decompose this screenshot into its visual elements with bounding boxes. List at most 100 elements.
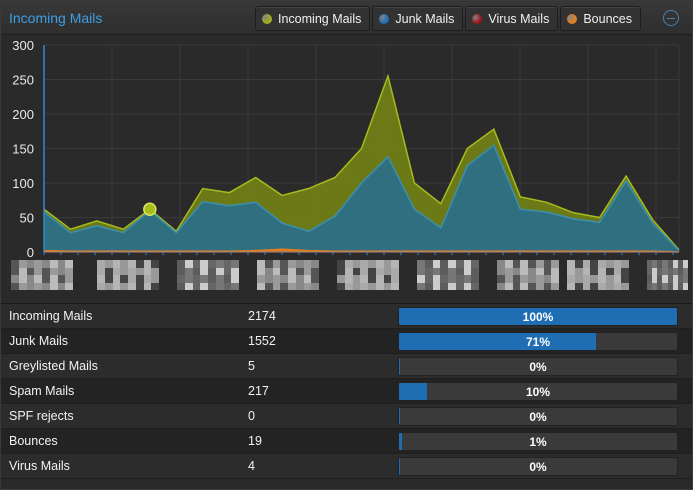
- row-label: Virus Mails: [9, 459, 70, 473]
- pixel-cell: [257, 267, 265, 275]
- pixel-cell: [677, 267, 683, 275]
- pixel-cell: [264, 282, 273, 290]
- pixel-cell: [455, 267, 464, 275]
- pixel-cell: [26, 260, 35, 268]
- pixel-cell: [192, 267, 201, 275]
- pixel-cell: [551, 282, 559, 290]
- pixel-cell: [424, 282, 433, 290]
- pixel-cell: [471, 282, 479, 290]
- legend-item-junk[interactable]: Junk Mails: [372, 6, 464, 31]
- legend-item-bounces[interactable]: Bounces: [560, 6, 641, 31]
- pixel-cell: [535, 282, 544, 290]
- pixel-cell: [440, 282, 448, 290]
- pixel-cell: [605, 275, 614, 283]
- pixel-cell: [504, 267, 513, 275]
- pixel-cell: [590, 282, 598, 290]
- collapse-icon[interactable]: [663, 10, 679, 26]
- pixel-cell: [57, 282, 66, 290]
- pixel-cell: [184, 282, 193, 290]
- pixel-cell: [432, 282, 441, 290]
- pixel-cell: [223, 260, 232, 268]
- pixel-cell: [677, 282, 683, 290]
- legend-item-virus[interactable]: Virus Mails: [465, 6, 559, 31]
- pixel-cell: [621, 275, 629, 283]
- pixel-cell: [682, 260, 688, 268]
- pixel-cell: [520, 275, 528, 283]
- pixel-cell: [463, 260, 472, 268]
- pixel-cell: [135, 260, 144, 268]
- pixel-cell: [18, 282, 27, 290]
- pixel-cell: [667, 282, 673, 290]
- pixel-cell: [574, 267, 583, 275]
- pixel-cell: [151, 260, 159, 268]
- table-row: Virus Mails 4 0%: [1, 454, 692, 479]
- pixel-cell: [440, 260, 448, 268]
- pixel-cell: [647, 267, 653, 275]
- pixel-cell: [590, 275, 598, 283]
- pixel-cell: [677, 260, 683, 268]
- pixel-cell: [128, 282, 136, 290]
- pixel-cell: [613, 267, 622, 275]
- pixel-cell: [344, 260, 353, 268]
- pixel-cell: [432, 267, 441, 275]
- pixel-cell: [128, 275, 136, 283]
- legend-item-incoming[interactable]: Incoming Mails: [255, 6, 371, 31]
- pixel-cell: [621, 282, 629, 290]
- pixel-cell: [417, 267, 425, 275]
- y-tick-label: 150: [12, 142, 34, 157]
- pixel-cell: [65, 275, 73, 283]
- progress-bar-fill: [399, 333, 597, 350]
- pixel-cell: [231, 267, 239, 275]
- pixel-cell: [215, 267, 224, 275]
- pixel-cell: [120, 260, 128, 268]
- pixel-cell: [647, 275, 653, 283]
- pixel-cell: [143, 267, 152, 275]
- pixel-cell: [288, 260, 296, 268]
- pixel-cell: [223, 282, 232, 290]
- pixel-cell: [264, 260, 273, 268]
- pixel-cell: [65, 282, 73, 290]
- progress-bar-fill: [399, 308, 677, 325]
- pixel-cell: [497, 267, 505, 275]
- pixel-cell: [200, 275, 208, 283]
- pixel-cell: [672, 275, 678, 283]
- pixel-cell: [463, 275, 472, 283]
- pixel-cell: [440, 275, 448, 283]
- row-label: Bounces: [9, 434, 58, 448]
- pixel-cell: [535, 275, 544, 283]
- pixel-cell: [613, 282, 622, 290]
- pixel-cell: [512, 267, 521, 275]
- x-tick-label-obscured: [497, 260, 559, 290]
- progress-percent: 10%: [525, 385, 551, 399]
- pixel-cell: [535, 260, 544, 268]
- pixel-cell: [360, 267, 368, 275]
- row-count: 1552: [248, 334, 276, 348]
- pixel-cell: [391, 260, 399, 268]
- pixel-cell: [135, 282, 144, 290]
- pixel-cell: [34, 260, 42, 268]
- pixel-cell: [295, 282, 304, 290]
- pixel-cell: [582, 282, 591, 290]
- pixel-cell: [574, 260, 583, 268]
- pixel-cell: [448, 282, 456, 290]
- pixel-cell: [582, 275, 591, 283]
- pixel-cell: [215, 282, 224, 290]
- pixel-cell: [257, 275, 265, 283]
- x-tick-label-obscured: [567, 260, 629, 290]
- pixel-cell: [368, 282, 376, 290]
- pixel-cell: [667, 267, 673, 275]
- pixel-cell: [432, 260, 441, 268]
- pixel-cell: [375, 275, 384, 283]
- pixel-cell: [543, 282, 552, 290]
- pixel-cell: [184, 267, 193, 275]
- table-row: Incoming Mails 2174 100%: [1, 304, 692, 329]
- pixel-cell: [120, 275, 128, 283]
- legend-dot-icon: [262, 13, 272, 24]
- pixel-cell: [424, 275, 433, 283]
- pixel-cell: [383, 282, 392, 290]
- pixel-cell: [613, 275, 622, 283]
- pixel-cell: [272, 282, 281, 290]
- pixel-cell: [652, 267, 658, 275]
- progress-bar: 0%: [398, 457, 678, 476]
- pixel-cell: [543, 260, 552, 268]
